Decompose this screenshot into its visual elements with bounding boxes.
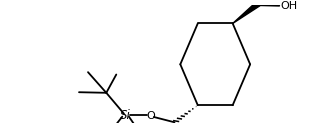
Polygon shape: [233, 5, 260, 23]
Text: Si: Si: [120, 109, 131, 122]
Text: OH: OH: [280, 1, 297, 11]
Text: O: O: [146, 111, 155, 121]
